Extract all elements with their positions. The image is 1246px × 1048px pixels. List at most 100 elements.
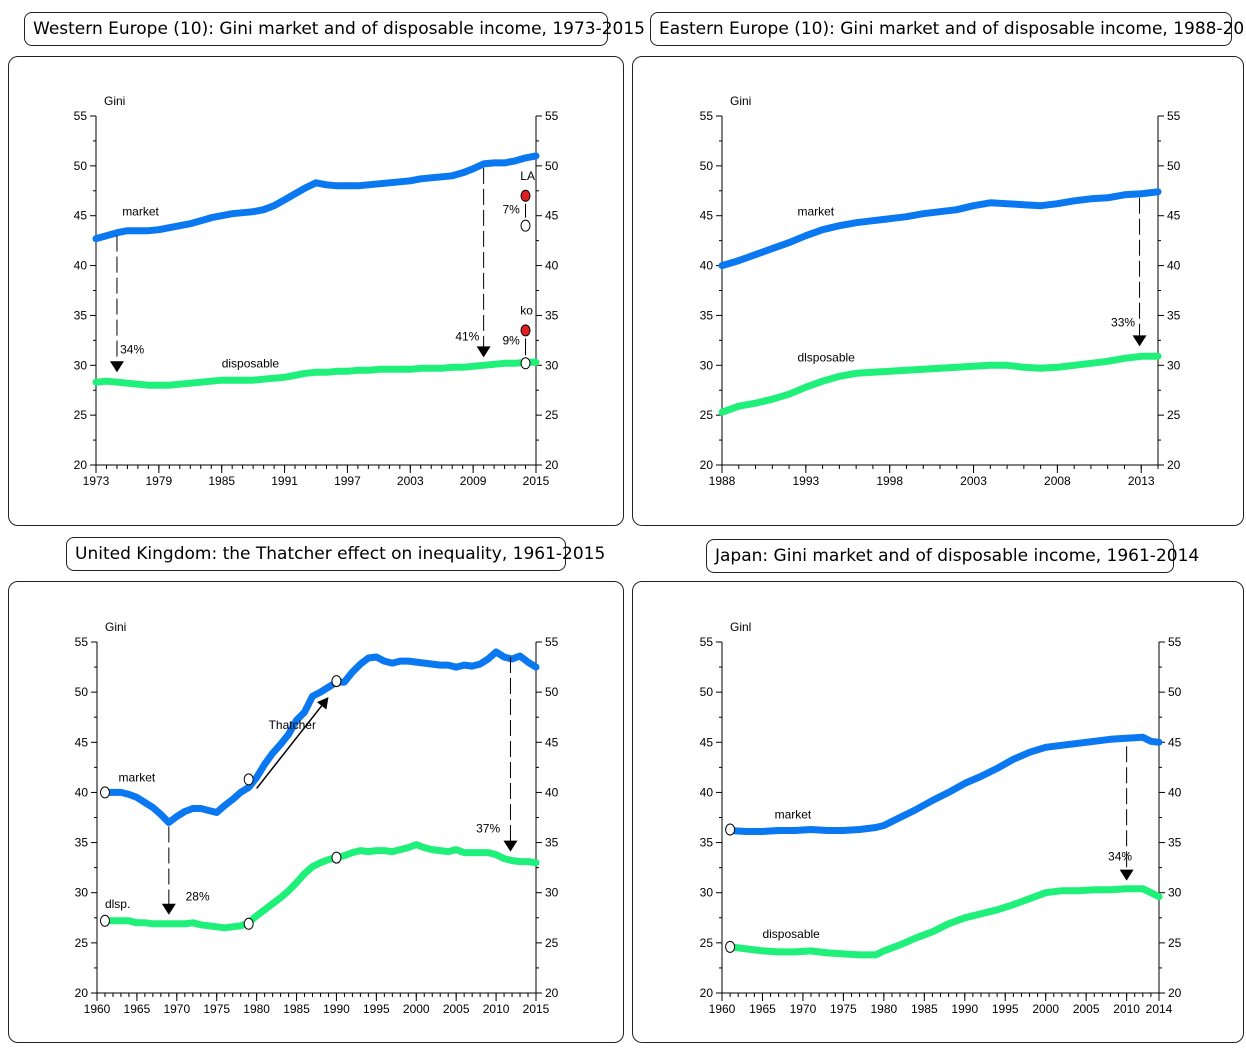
panel-title-eastern-europe: Eastern Europe (10): Gini market and of … <box>650 12 1246 46</box>
y-tick-label-left: 35 <box>75 836 89 850</box>
series-line-market <box>718 188 1162 270</box>
y-axis-title: Gini <box>104 94 125 108</box>
y-tick-label-left: 50 <box>700 159 714 173</box>
y-tick-label-left: 25 <box>74 408 88 422</box>
x-tick-label: 2009 <box>460 474 487 488</box>
y-tick-label-left: 45 <box>74 209 88 223</box>
series-label: market <box>122 205 159 219</box>
x-tick-label: 1988 <box>709 474 736 488</box>
data-point-marker <box>520 357 531 370</box>
y-tick-label-right: 35 <box>1167 308 1181 322</box>
x-tick-label: 1979 <box>146 474 173 488</box>
y-tick-label-left: 40 <box>75 785 89 799</box>
y-tick-label-left: 55 <box>700 109 714 123</box>
y-tick-label-left: 55 <box>75 635 89 649</box>
data-point-marker <box>520 324 531 337</box>
y-tick-label-right: 35 <box>545 836 559 850</box>
x-tick-label: 1993 <box>792 474 819 488</box>
x-tick-label: 1985 <box>208 474 235 488</box>
y-tick-label-left: 45 <box>75 735 89 749</box>
x-tick-label: 2003 <box>397 474 424 488</box>
annotation-label: 41% <box>455 329 479 343</box>
y-tick-label-right: 45 <box>1167 209 1181 223</box>
y-tick-label-right: 50 <box>1167 159 1181 173</box>
y-tick-label-left: 35 <box>700 836 714 850</box>
y-tick-label-left: 50 <box>74 159 88 173</box>
annotation-label: ko <box>520 303 533 317</box>
y-axis-title: Ginl <box>730 620 751 634</box>
x-tick-label: 1991 <box>271 474 298 488</box>
y-tick-label-right: 25 <box>545 408 559 422</box>
x-tick-label: 1965 <box>124 1002 151 1016</box>
y-tick-label-right: 55 <box>545 635 559 649</box>
y-tick-label-right: 45 <box>1168 735 1182 749</box>
y-tick-label-left: 40 <box>74 259 88 273</box>
arrow-head <box>1119 869 1134 881</box>
y-tick-label-right: 40 <box>545 785 559 799</box>
y-tick-label-left: 30 <box>700 358 714 372</box>
y-tick-label-left: 55 <box>700 635 714 649</box>
y-tick-label-left: 25 <box>75 936 89 950</box>
y-tick-label-left: 55 <box>74 109 88 123</box>
series-label: dlsposable <box>797 350 855 364</box>
diagonal-arrow-line <box>256 705 323 789</box>
x-tick-label: 2010 <box>483 1002 510 1016</box>
series-line-disposable <box>718 352 1162 416</box>
x-tick-label: 1990 <box>323 1002 350 1016</box>
y-tick-label-left: 35 <box>74 308 88 322</box>
x-tick-label: 1970 <box>790 1002 817 1016</box>
arrow-head <box>476 346 491 358</box>
series-label: market <box>797 205 834 219</box>
x-tick-label: 2003 <box>960 474 987 488</box>
x-tick-label: 1997 <box>334 474 361 488</box>
x-tick-label: 1960 <box>709 1002 736 1016</box>
y-tick-label-right: 30 <box>1168 886 1182 900</box>
series-label: disposable <box>222 356 280 370</box>
y-tick-label-right: 50 <box>1168 685 1182 699</box>
data-point-marker <box>243 917 254 930</box>
x-tick-label: 2000 <box>1032 1002 1059 1016</box>
x-tick-label: 1980 <box>243 1002 270 1016</box>
data-point-marker <box>243 773 254 786</box>
x-tick-label: 1985 <box>283 1002 310 1016</box>
annotation-label: 34% <box>1108 850 1132 864</box>
y-tick-label-right: 25 <box>545 936 559 950</box>
y-tick-label-left: 50 <box>75 685 89 699</box>
y-tick-label-right: 20 <box>1167 458 1181 472</box>
arrow-head <box>109 361 124 373</box>
data-point-marker <box>99 786 110 799</box>
series-line-market <box>92 152 540 243</box>
data-point-marker <box>331 851 342 864</box>
panel-title-western-europe: Western Europe (10): Gini market and of … <box>24 12 645 46</box>
y-tick-label-right: 30 <box>1167 358 1181 372</box>
annotation-label: 33% <box>1111 315 1135 329</box>
annotation-label: 37% <box>476 822 500 836</box>
x-tick-label: 1995 <box>992 1002 1019 1016</box>
y-tick-label-left: 20 <box>74 458 88 472</box>
series-line-market <box>101 648 540 826</box>
y-tick-label-right: 45 <box>545 735 559 749</box>
x-tick-label: 2014 <box>1146 1002 1173 1016</box>
y-tick-label-right: 35 <box>545 308 559 322</box>
annotation-label: 7% <box>502 203 520 217</box>
data-point-marker <box>520 189 531 202</box>
x-tick-label: 2005 <box>1073 1002 1100 1016</box>
y-tick-label-right: 55 <box>545 109 559 123</box>
series-line-disposable <box>726 885 1163 959</box>
x-tick-label: 2013 <box>1128 474 1155 488</box>
data-point-marker <box>520 219 531 232</box>
panel-frame-japan <box>632 581 1244 1043</box>
x-tick-label: 2000 <box>403 1002 430 1016</box>
data-point-marker <box>99 914 110 927</box>
x-tick-label: 1965 <box>749 1002 776 1016</box>
x-tick-label: 1980 <box>871 1002 898 1016</box>
x-tick-label: 1990 <box>951 1002 978 1016</box>
x-tick-label: 1973 <box>83 474 110 488</box>
series-label: dlsp. <box>105 897 130 911</box>
y-tick-label-right: 30 <box>545 358 559 372</box>
y-tick-label-right: 25 <box>1167 408 1181 422</box>
y-tick-label-left: 30 <box>700 886 714 900</box>
y-tick-label-left: 30 <box>75 886 89 900</box>
